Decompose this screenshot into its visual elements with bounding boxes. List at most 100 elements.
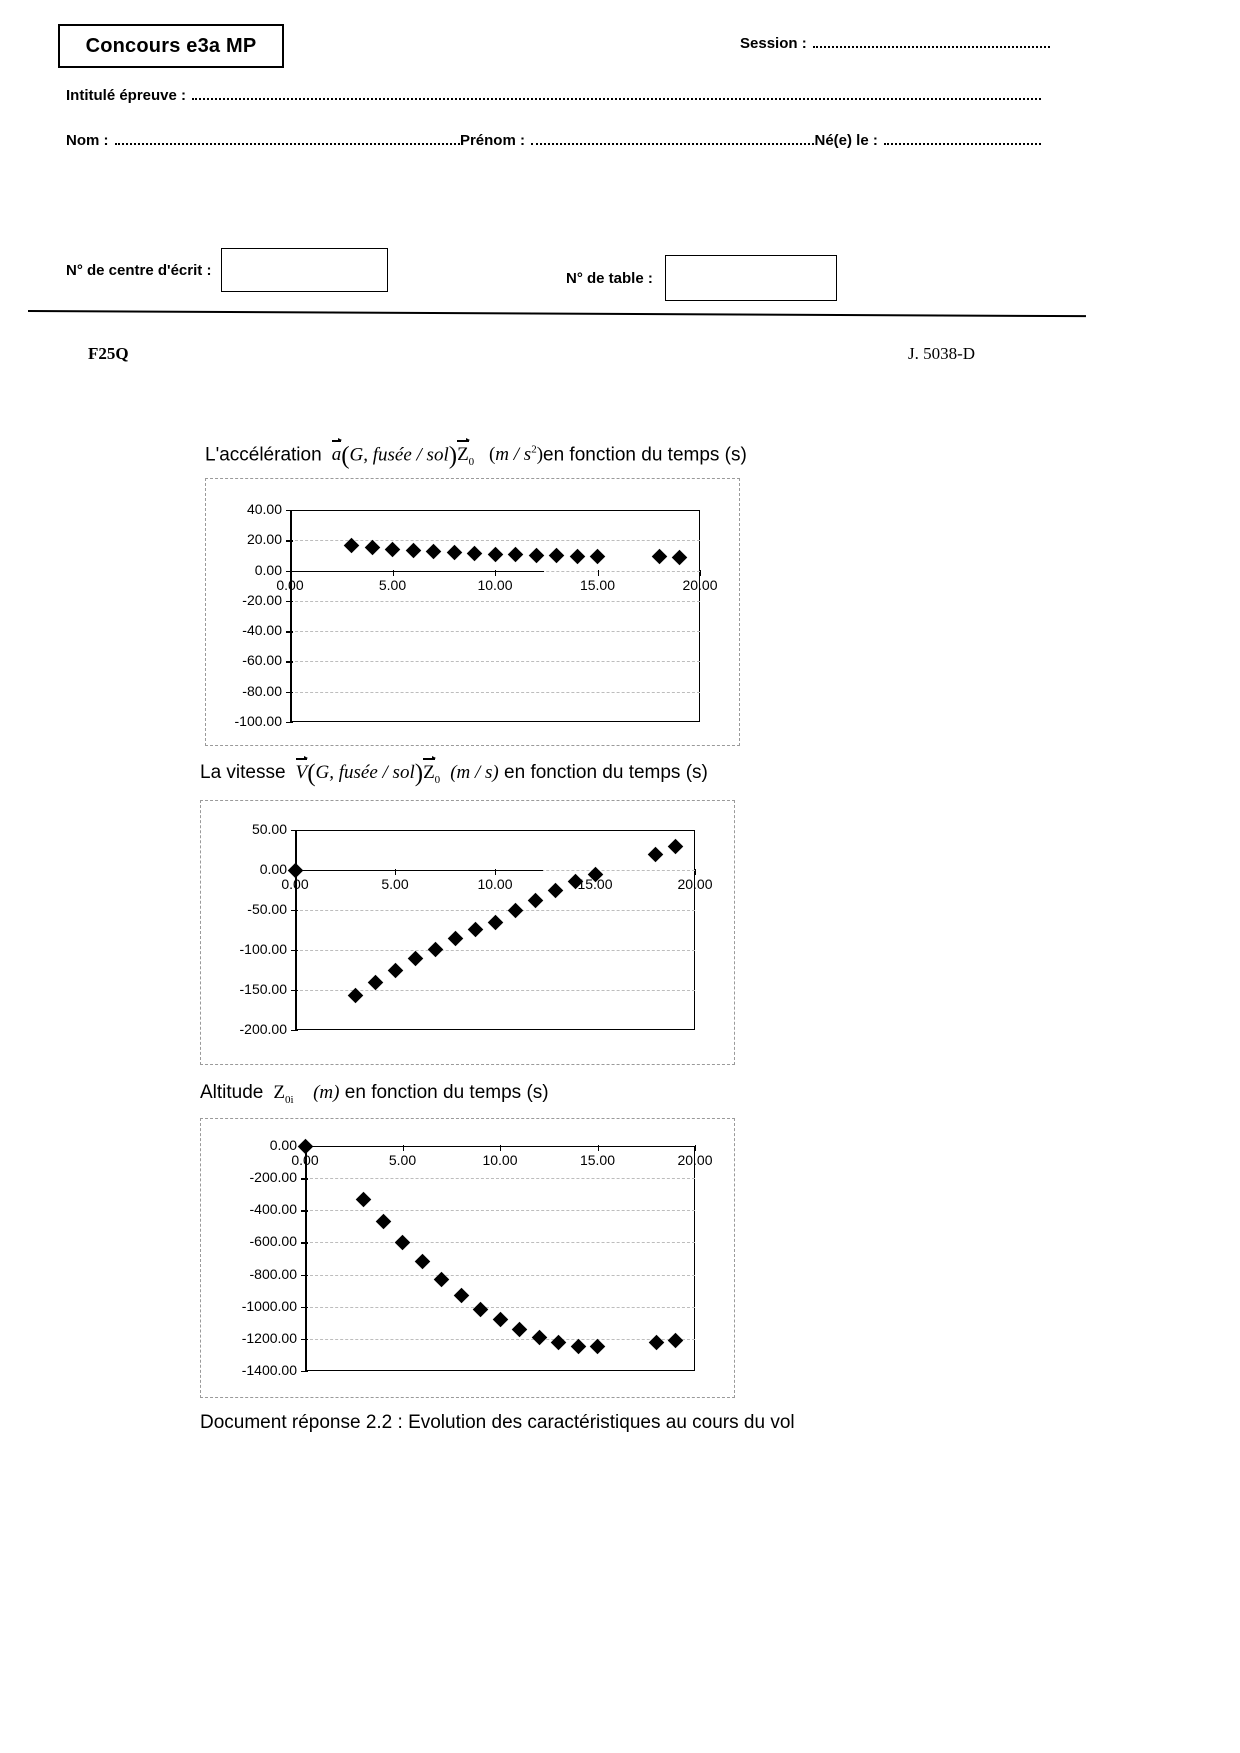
y-tick-mark <box>301 1210 308 1212</box>
y-tick-mark <box>286 691 293 694</box>
y-tick-mark <box>291 950 298 952</box>
grid-line <box>305 1306 695 1309</box>
grid-line <box>290 691 700 694</box>
x-axis-tick-label: 20.00 <box>682 576 718 593</box>
x-tick-mark <box>597 1145 599 1151</box>
centre-field-row: N° de centre d'écrit : <box>66 248 389 292</box>
x-tick-mark <box>500 1145 502 1151</box>
document-caption: Document réponse 2.2 : Evolution des car… <box>200 1412 795 1433</box>
nom-label: Nom : <box>66 132 109 149</box>
grid-line <box>305 1274 695 1277</box>
grid-line <box>290 600 700 603</box>
grid-line <box>295 910 695 912</box>
y-axis-tick-label: -600.00 <box>249 1233 297 1250</box>
y-tick-mark <box>301 1371 308 1373</box>
chart3-z-subscript: 0i <box>285 1093 294 1106</box>
y-axis-tick-label: -60.00 <box>242 652 282 669</box>
nom-input[interactable] <box>114 131 460 145</box>
grid-line <box>290 540 700 542</box>
y-axis-tick-label: -20.00 <box>242 591 282 608</box>
x-axis-tick-label: 15.00 <box>579 1152 616 1168</box>
chart2-vector-z: Z <box>423 756 436 783</box>
ne-le-label: Né(e) le : <box>814 132 878 149</box>
grid-line <box>305 1338 695 1341</box>
y-tick-mark <box>286 510 293 512</box>
ne-le-input[interactable] <box>883 131 1041 145</box>
exam-title-text: Concours e3a MP <box>85 34 257 57</box>
grid-line <box>295 950 695 952</box>
prenom-input[interactable] <box>530 131 815 145</box>
x-axis-tick-label: 5.00 <box>388 1152 417 1168</box>
chart1-title-suffix: en fonction du temps (s) <box>543 444 747 466</box>
y-axis-tick-label: 50.00 <box>251 821 287 837</box>
chart2-title-suffix: en fonction du temps (s) <box>504 762 708 783</box>
intitule-field-row: Intitulé épreuve : <box>66 86 1041 104</box>
y-axis-tick-label: 20.00 <box>246 531 282 548</box>
y-tick-mark <box>286 570 293 572</box>
y-tick-mark <box>286 600 293 603</box>
y-tick-mark <box>286 661 293 663</box>
y-tick-mark <box>286 722 293 724</box>
x-tick-mark <box>695 1145 697 1151</box>
y-axis-tick-label: -200.00 <box>239 1021 287 1037</box>
chart1-vector-z: Z <box>457 438 470 466</box>
table-input-box[interactable] <box>664 255 837 301</box>
identity-field-row: Nom : Prénom : Né(e) le : <box>66 131 1041 149</box>
chart-altitude: 0.00 -200.00 -400.00 -600.00 -800.00 -1000.00… <box>200 1118 735 1398</box>
chart1-vector-a: a <box>331 438 342 466</box>
chart2-title-args: G, fusée / sol <box>315 762 415 783</box>
y-axis-tick-label: -1200.00 <box>241 1329 297 1346</box>
y-axis-spine <box>305 1146 308 1371</box>
centre-input-box[interactable] <box>221 248 389 292</box>
centre-label: N° de centre d'écrit : <box>66 261 212 279</box>
y-axis-tick-label: 0.00 <box>254 561 282 578</box>
x-tick-mark <box>495 569 497 576</box>
chart2-vector-v: V <box>295 756 308 783</box>
x-tick-mark <box>495 869 497 875</box>
table-label: N° de table : <box>566 269 653 287</box>
grid-line <box>305 1178 695 1180</box>
y-axis-tick-label: -40.00 <box>242 622 282 639</box>
x-axis-tick-label: 10.00 <box>477 576 513 593</box>
x-axis-tick-label: 15.00 <box>577 876 613 892</box>
header-divider <box>27 310 1086 318</box>
intitule-input[interactable] <box>192 86 1041 100</box>
x-tick-mark <box>597 569 599 576</box>
x-axis-tick-label: 20.00 <box>677 1152 713 1168</box>
table-field-row: N° de table : <box>566 255 837 301</box>
y-tick-mark <box>291 1030 298 1032</box>
y-tick-mark <box>301 1338 308 1341</box>
y-axis-tick-label: -50.00 <box>247 901 287 917</box>
chart2-units: (m / s) <box>450 762 499 783</box>
zero-axis-line <box>295 870 543 872</box>
y-axis-tick-label: -100.00 <box>234 713 282 729</box>
chart3-title-prefix: Altitude <box>200 1082 264 1103</box>
chart1-z-subscript: 0 <box>468 456 475 469</box>
prenom-group: Prénom : <box>460 131 815 149</box>
intitule-label: Intitulé épreuve : <box>66 87 187 104</box>
y-axis-tick-label: -80.00 <box>242 682 282 699</box>
form-code-left: F25Q <box>88 344 129 363</box>
chart3-z: Z <box>273 1082 286 1103</box>
y-axis-tick-label: -1400.00 <box>241 1362 297 1378</box>
x-tick-mark <box>695 869 697 875</box>
chart1-units: m / s <box>495 444 532 466</box>
y-axis-spine <box>290 510 293 722</box>
y-axis-tick-label: -1000.00 <box>241 1297 297 1314</box>
x-axis-tick-label: 10.00 <box>477 876 513 892</box>
grid-line <box>290 631 700 633</box>
chart-vitesse: 50.000.00-50.00-100.00-150.00-200.000.00… <box>200 800 735 1065</box>
y-tick-mark <box>291 910 298 912</box>
chart3-units: (m) <box>313 1082 340 1103</box>
chart3-title: Altitude Z0i (m) en fonction du temps (s… <box>200 1082 549 1106</box>
y-tick-mark <box>301 1306 308 1309</box>
session-input[interactable] <box>812 34 1050 48</box>
chart-acceleration: 40.00 20.00 0.00 -20.00 -40.00 -60.00 -80.00 -1… <box>205 478 740 746</box>
x-axis-tick-label: 5.00 <box>381 876 409 892</box>
x-tick-mark <box>395 869 397 875</box>
chart1-title-args: G, fusée / sol <box>349 444 449 466</box>
x-axis-tick-label: 20.00 <box>677 876 713 892</box>
y-axis-spine <box>295 830 298 1030</box>
y-axis-tick-label: -200.00 <box>249 1169 297 1186</box>
y-tick-mark <box>286 540 293 542</box>
